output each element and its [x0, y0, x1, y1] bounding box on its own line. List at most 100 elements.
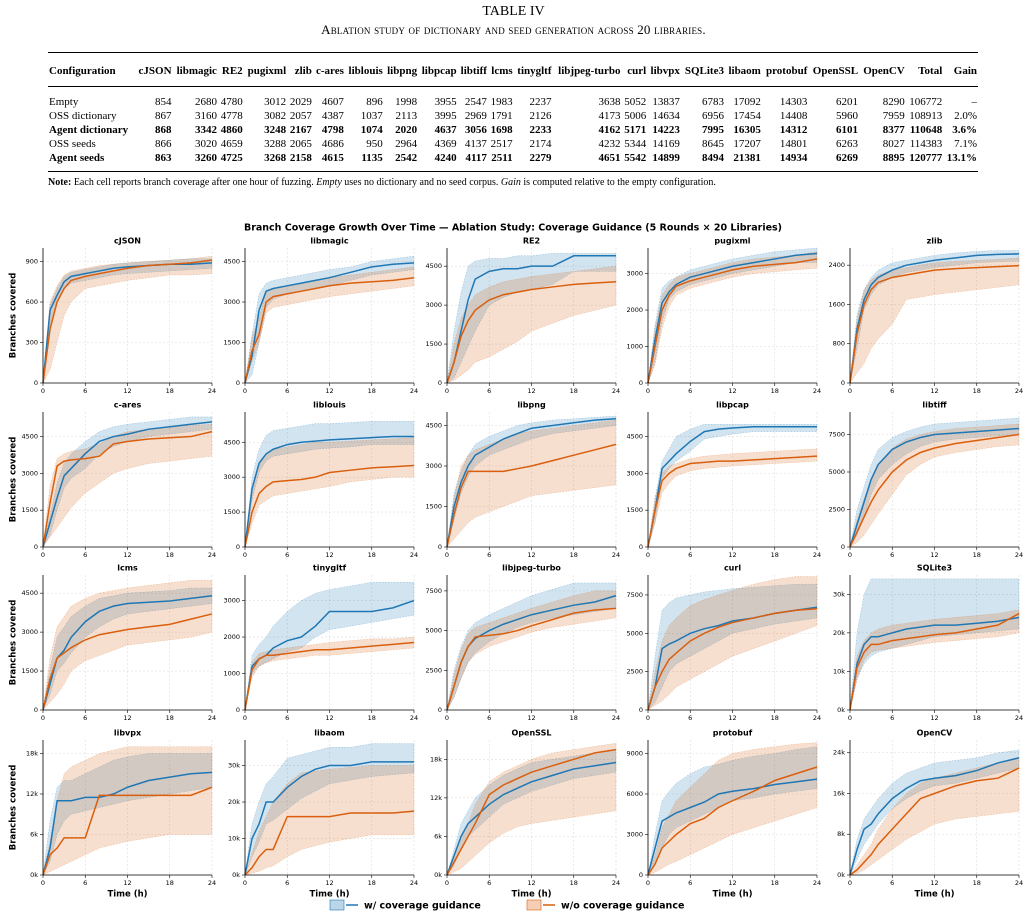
x-tick-label: 12	[728, 387, 736, 395]
column-header: Gain	[943, 52, 978, 87]
table-cell: 13.1%	[943, 151, 978, 172]
y-tick-label: 0	[236, 706, 240, 714]
series-line	[446, 761, 617, 876]
note-label: Note:	[48, 177, 72, 188]
subplot: OpenCV 0k 8k 16k 24k 0 6 12 18 24 Time (h)	[833, 729, 1023, 900]
table-cell: 6783	[701, 96, 724, 108]
subplot-title: OpenSSL	[512, 729, 552, 738]
y-tick-label: 3000	[626, 831, 643, 839]
y-tick-label: 0	[639, 871, 643, 879]
confidence-band	[446, 252, 617, 384]
confidence-band	[244, 743, 415, 876]
subplot-title: SQLite3	[917, 564, 952, 573]
y-tick-label: 3000	[626, 469, 643, 477]
x-tick-label: 6	[285, 879, 289, 887]
x-tick-label: 0	[41, 387, 45, 395]
table-cell: 5052	[624, 96, 647, 108]
table-cell: 4778	[220, 110, 243, 122]
x-tick-label: 24	[612, 714, 620, 722]
table-cell: 2969	[464, 110, 487, 122]
x-tick-label: 24	[1015, 714, 1023, 722]
series-line	[446, 281, 617, 384]
y-tick-label: 6000	[626, 790, 643, 798]
subplot: lcms 0 1500 3000 4500 0 6 12 18 24 Branches covere…	[9, 564, 217, 723]
x-tick-label: 18	[771, 551, 779, 559]
table-cell: 1037	[360, 110, 383, 122]
column-header: SQLite3	[680, 52, 725, 87]
x-tick-label: 6	[487, 879, 491, 887]
x-tick-label: 18	[166, 714, 174, 722]
y-tick-label: 0	[34, 543, 38, 551]
confidence-band	[446, 742, 617, 876]
x-tick-label: 6	[688, 551, 692, 559]
table-cell: 5344	[624, 138, 647, 150]
table-cell: 14899	[647, 151, 681, 172]
y-tick-label: 9000	[626, 750, 643, 758]
x-tick-label: 24	[813, 551, 821, 559]
x-tick-label: 18	[771, 879, 779, 887]
x-tick-label: 0	[848, 879, 852, 887]
table-cell: 17092	[733, 96, 761, 108]
table-cell: Agent seeds	[48, 151, 136, 172]
x-tick-label: 18	[166, 551, 174, 559]
confidence-band	[446, 265, 617, 384]
x-tick-label: 18	[368, 387, 376, 395]
confidence-band	[849, 609, 1020, 711]
table-cell: 2511	[487, 151, 514, 172]
confidence-band	[647, 251, 818, 384]
table-cell: 3638	[598, 96, 621, 108]
subplot: OpenSSL 0k 6k 12k 18k 0 6 12 18 24 Time (h)	[430, 729, 620, 900]
column-header: libpng	[383, 52, 419, 87]
series-line	[42, 259, 213, 384]
x-tick-label: 12	[930, 879, 938, 887]
table-cell: 8027	[882, 138, 905, 150]
table-cell: 13837	[652, 96, 680, 108]
table-cell: 4637	[434, 124, 457, 136]
x-tick-label: 24	[208, 879, 216, 887]
confidence-band	[647, 448, 818, 548]
x-tick-label: 24	[410, 551, 418, 559]
table-cell: 1698	[490, 124, 513, 136]
table-cell: 3288	[264, 138, 287, 150]
table-cell: 4615	[312, 151, 345, 172]
series-line	[244, 641, 415, 711]
series-line	[849, 612, 1020, 711]
y-tick-label: 7500	[425, 587, 442, 595]
subplot-title: libaom	[314, 729, 344, 738]
y-axis-label: Branches covered	[9, 273, 19, 359]
column-header: libtiff	[457, 52, 488, 87]
y-tick-label: 1500	[626, 506, 643, 514]
x-tick-label: 18	[368, 714, 376, 722]
x-tick-label: 18	[166, 879, 174, 887]
series-line	[446, 255, 616, 384]
y-tick-label: 2500	[425, 666, 442, 674]
y-tick-label: 1000	[223, 670, 240, 678]
series-line	[446, 418, 617, 548]
series-line	[849, 616, 1020, 711]
table-cell: 2029	[289, 96, 312, 108]
note-text: uses no dictionary and no seed corpus.	[341, 177, 501, 188]
column-header: libmagic	[172, 52, 218, 87]
table-cell: 6101	[836, 124, 859, 136]
table-cell: 14223	[652, 124, 680, 136]
y-tick-label: 0k	[30, 871, 38, 879]
table-caption: Ablation study of dictionary and seed ge…	[321, 22, 706, 37]
confidence-band	[244, 255, 415, 384]
x-tick-label: 6	[487, 551, 491, 559]
table-cell: 4860	[220, 124, 243, 136]
table-cell: 6956	[701, 110, 724, 122]
x-tick-label: 24	[813, 387, 821, 395]
table-cell: Empty	[49, 96, 79, 108]
table-cell: 2547	[464, 96, 487, 108]
table-cell: 3260	[172, 151, 218, 172]
series-line	[849, 767, 1020, 876]
table-cell: –	[971, 96, 978, 108]
x-tick-label: 12	[930, 551, 938, 559]
table-cell: 5006	[624, 110, 647, 122]
table-cell: 2.0%	[954, 110, 977, 122]
table-cell: 1998	[395, 96, 418, 108]
legend-swatch	[329, 899, 345, 911]
y-tick-label: 0	[236, 379, 240, 387]
y-tick-label: 6k	[434, 832, 442, 840]
x-tick-label: 12	[527, 879, 535, 887]
